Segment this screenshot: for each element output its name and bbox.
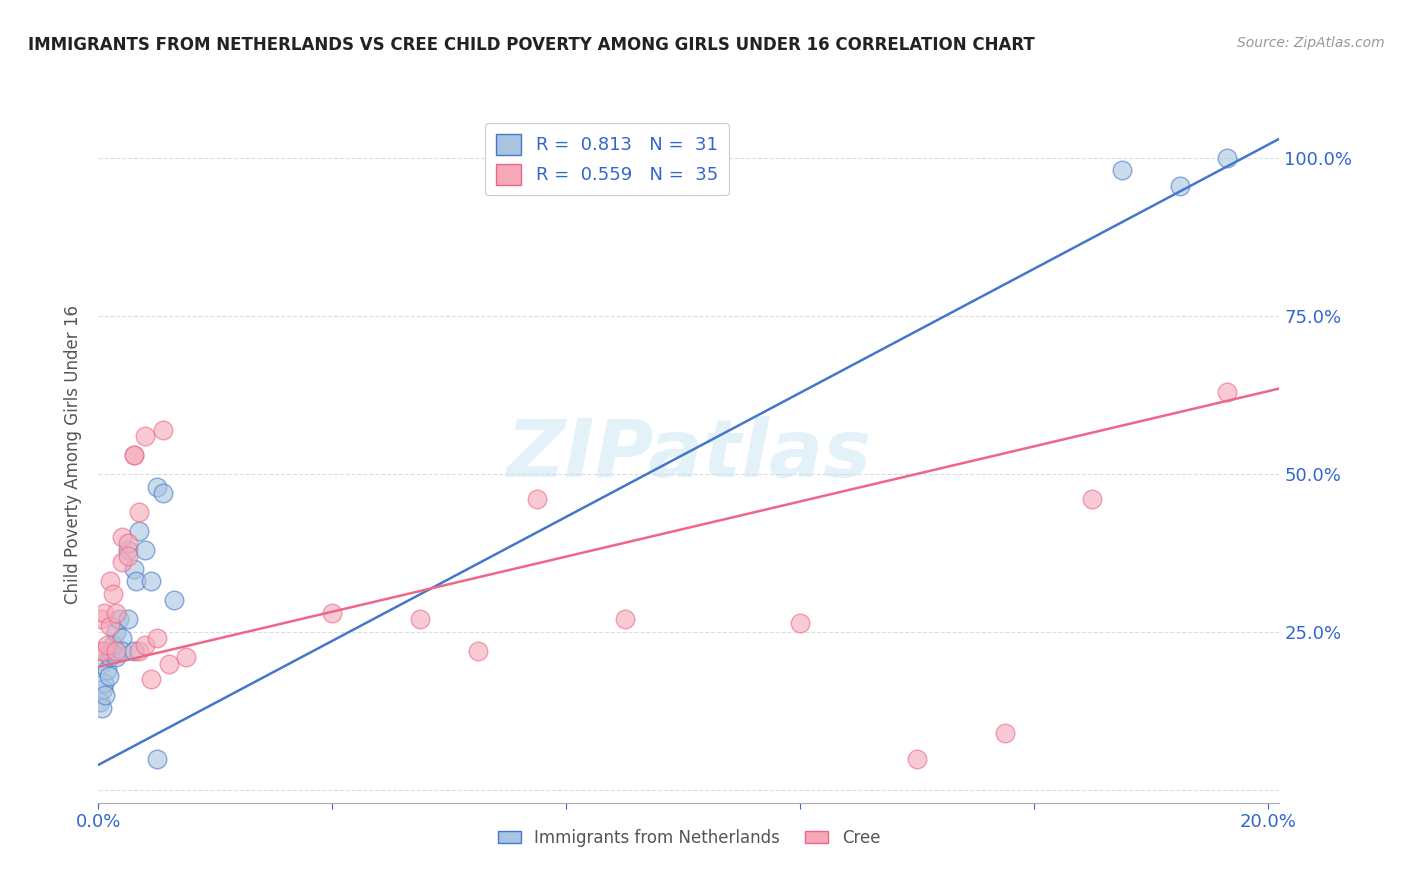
Point (93, 675, 115, 690)
Point (104, 650, 127, 665)
Point (96, 663, 118, 677)
Point (98, 618, 121, 632)
Legend: Immigrants from Netherlands, Cree: Immigrants from Netherlands, Cree (491, 822, 887, 854)
Point (613, 612, 636, 626)
Point (1216, 151, 1239, 165)
Point (101, 638, 124, 652)
Point (111, 556, 134, 570)
Point (96, 638, 118, 652)
Point (139, 574, 162, 589)
Point (146, 632, 169, 646)
Point (125, 574, 148, 589)
Point (139, 673, 162, 687)
Point (90, 657, 112, 671)
Text: IMMIGRANTS FROM NETHERLANDS VS CREE CHILD POVERTY AMONG GIRLS UNDER 16 CORRELATI: IMMIGRANTS FROM NETHERLANDS VS CREE CHIL… (28, 36, 1035, 54)
Point (111, 644, 134, 658)
Point (174, 650, 197, 665)
Point (409, 612, 432, 626)
Text: ZIPatlas: ZIPatlas (506, 416, 872, 494)
Point (98, 650, 121, 665)
Point (134, 638, 156, 652)
Point (163, 593, 186, 607)
Point (111, 530, 134, 544)
Point (128, 505, 150, 519)
Point (117, 542, 139, 557)
Point (98, 574, 121, 589)
Point (157, 657, 180, 671)
Point (94, 688, 117, 702)
Y-axis label: Child Poverty Among Girls Under 16: Child Poverty Among Girls Under 16 (65, 305, 83, 605)
Point (104, 625, 127, 640)
Point (122, 448, 145, 462)
Point (146, 479, 169, 493)
Point (90, 701, 112, 715)
Point (122, 644, 145, 658)
Point (128, 524, 150, 538)
Point (93, 606, 115, 620)
Point (152, 423, 174, 437)
Point (104, 606, 127, 620)
Point (467, 644, 489, 658)
Point (93, 644, 115, 658)
Point (108, 612, 131, 626)
Point (526, 492, 548, 507)
Point (994, 726, 1017, 740)
Point (905, 751, 928, 765)
Point (117, 612, 139, 626)
Point (128, 644, 150, 658)
Point (321, 606, 343, 620)
Point (117, 549, 139, 563)
Point (101, 587, 124, 601)
Text: Source: ZipAtlas.com: Source: ZipAtlas.com (1237, 36, 1385, 50)
Point (1216, 384, 1239, 399)
Point (104, 644, 127, 658)
Point (117, 536, 139, 550)
Point (100, 644, 122, 658)
Point (111, 632, 134, 646)
Point (1111, 163, 1133, 178)
Point (152, 486, 174, 500)
Point (97, 669, 120, 683)
Point (134, 429, 156, 443)
Point (789, 615, 811, 630)
Point (91, 681, 114, 696)
Point (89, 695, 111, 709)
Point (89, 644, 111, 658)
Point (1081, 492, 1104, 507)
Point (1168, 179, 1191, 194)
Point (90, 612, 112, 626)
Point (134, 542, 156, 557)
Point (146, 751, 169, 765)
Point (122, 448, 145, 462)
Point (122, 562, 145, 576)
